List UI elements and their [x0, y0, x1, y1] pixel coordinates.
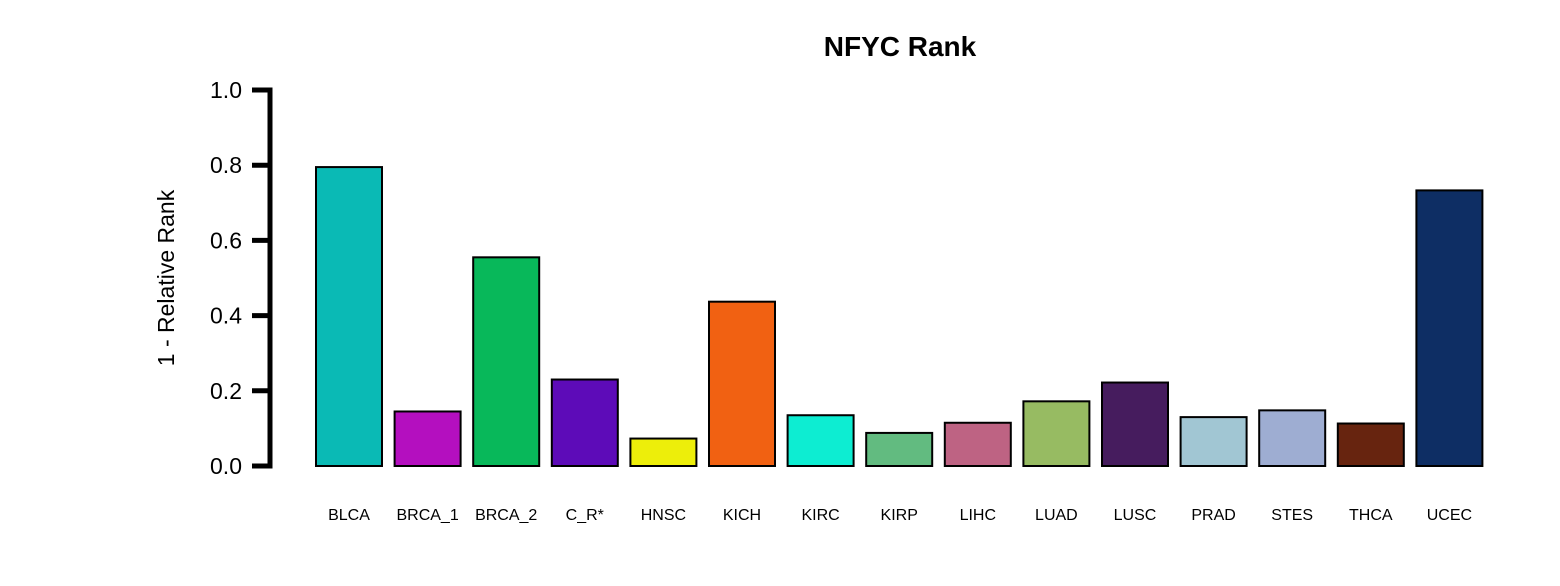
- category-labels-group: BLCA BRCA_1 BRCA_2 C_R* HNSC KICH KIRC KIRP LIHC…: [328, 507, 1472, 524]
- bar-prad: [1179, 416, 1248, 467]
- x-category-label: BRCA_2: [475, 507, 537, 524]
- y-tick-label: 0.8: [210, 152, 242, 178]
- x-category-label: PRAD: [1191, 507, 1235, 524]
- bar-thca: [1336, 422, 1405, 467]
- bar-kirp: [865, 431, 934, 467]
- x-category-label: LUAD: [1035, 507, 1078, 524]
- bar-blca: [315, 166, 383, 468]
- y-tick-label: 1.0: [210, 77, 242, 103]
- x-category-label: C_R*: [566, 507, 604, 524]
- bar-lihc: [943, 421, 1012, 468]
- x-category-label: LIHC: [960, 507, 996, 524]
- bar-stes: [1258, 409, 1327, 467]
- x-category-label: BRCA_1: [396, 507, 458, 524]
- bar-kirc: [786, 414, 855, 467]
- bar-ucec: [1415, 189, 1484, 467]
- x-category-label: LUSC: [1114, 507, 1157, 524]
- bar-kich: [708, 300, 776, 467]
- y-axis: 0.0 0.2 0.4 0.6 0.8 1.0: [210, 77, 273, 479]
- x-category-label: BLCA: [328, 507, 370, 524]
- bar-hnsc: [629, 437, 698, 468]
- y-axis-label: 1 - Relative Rank: [153, 189, 179, 366]
- chart-title: NFYC Rank: [824, 31, 977, 62]
- x-category-label: KICH: [723, 507, 761, 524]
- x-category-label: KIRC: [801, 507, 839, 524]
- y-tick-label: 0.4: [210, 303, 242, 329]
- bar-brca-2: [472, 256, 541, 467]
- bar-luad: [1022, 400, 1091, 467]
- y-tick-label: 0.0: [210, 453, 242, 479]
- bar-brca-1: [393, 410, 462, 468]
- x-category-label: UCEC: [1427, 507, 1472, 524]
- x-category-label: KIRP: [881, 507, 918, 524]
- y-tick-label: 0.6: [210, 227, 242, 253]
- x-category-label: THCA: [1349, 507, 1393, 524]
- x-category-label: HNSC: [641, 507, 686, 524]
- x-category-label: STES: [1271, 507, 1313, 524]
- bar-lusc: [1101, 381, 1169, 468]
- bar-c-r: [550, 378, 619, 467]
- y-tick-label: 0.2: [210, 378, 242, 404]
- bars-group: [315, 166, 1484, 468]
